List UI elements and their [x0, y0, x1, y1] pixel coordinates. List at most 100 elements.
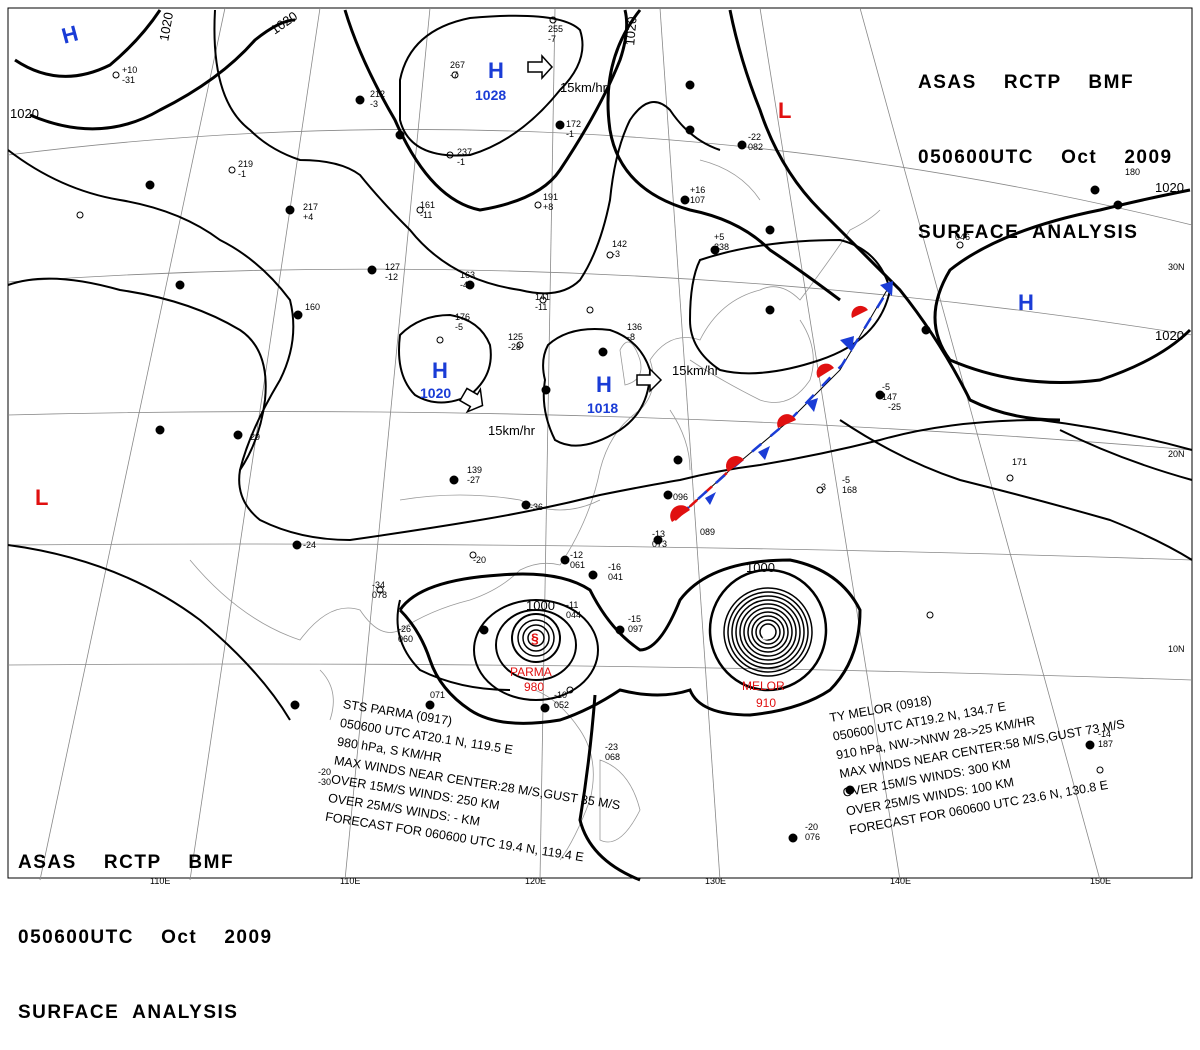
low-pressure-label: L	[35, 485, 48, 510]
high-pressure-label: H	[596, 372, 612, 397]
low-pressure-label: L	[778, 98, 791, 123]
station-label: 147	[882, 392, 897, 402]
map-title-bottom: ASAS RCTP BMF 050600UTC Oct 2009 SURFACE…	[18, 800, 273, 1050]
station-label: 097	[628, 624, 643, 634]
station-label: 171	[1012, 457, 1027, 467]
station-label: 044	[566, 610, 581, 620]
high-pressure-value: 1018	[587, 400, 618, 416]
station-label: -3	[818, 482, 826, 492]
movement-speed: 15km/hr	[488, 423, 536, 438]
title-line-3: SURFACE ANALYSIS	[18, 1002, 239, 1023]
station-label: 191	[543, 192, 558, 202]
station-label: -11	[420, 210, 432, 220]
station-label: -20	[805, 822, 818, 832]
lon-label: 130E	[705, 876, 726, 886]
station-label: 29	[250, 432, 260, 442]
station-label: -16	[608, 562, 621, 572]
station-label: -8	[627, 332, 635, 342]
lon-label: 110E	[150, 876, 170, 886]
station-label: -1	[457, 157, 465, 167]
station-label: -4	[460, 280, 468, 290]
station-label: 041	[608, 572, 623, 582]
station-label: -5	[455, 322, 463, 332]
station-label: 142	[612, 239, 627, 249]
station-label: -24	[303, 540, 316, 550]
title-line-2: 050600UTC Oct 2009	[18, 927, 273, 948]
station-label: 160	[305, 302, 320, 312]
high-pressure-value: 1028	[475, 87, 506, 103]
movement-speed: 15km/hr	[560, 80, 608, 95]
station-label: +16	[690, 185, 705, 195]
station-label: -7	[548, 34, 556, 44]
station-label: 163	[460, 270, 475, 280]
station-label: 078	[372, 590, 387, 600]
map-title-top: ASAS RCTP BMF 050600UTC Oct 2009 SURFACE…	[918, 20, 1173, 270]
station-label: 139	[467, 465, 482, 475]
station-label: +5	[714, 232, 724, 242]
station-label: -11	[566, 600, 578, 610]
movement-speed: 15km/hr	[672, 363, 720, 378]
station-label: -20	[473, 555, 486, 565]
station-label: -23	[605, 742, 618, 752]
station-label: -3	[370, 99, 378, 109]
station-label: 176	[455, 312, 470, 322]
high-pressure-label: H	[59, 20, 81, 48]
station-label: 217	[303, 202, 318, 212]
station-label: 107	[690, 195, 705, 205]
station-label: +4	[303, 212, 313, 222]
lon-label: 150E	[1090, 876, 1111, 886]
cold-front-symbol	[758, 446, 770, 460]
station-label: -12	[570, 550, 583, 560]
isobar-label: 1020	[268, 8, 300, 37]
station-markers	[76, 16, 1123, 843]
isobar-label: 1000	[746, 560, 775, 575]
station-label: 096	[673, 492, 688, 502]
typhoon-melor-circulation	[708, 568, 828, 692]
coastlines	[189, 159, 881, 861]
motion-arrows	[458, 54, 663, 414]
station-label: 071	[430, 690, 445, 700]
station-label: 238	[714, 242, 729, 252]
station-label: +8	[543, 202, 553, 212]
station-label: -26	[398, 624, 411, 634]
warm-front-symbol	[816, 363, 834, 378]
station-label: 076	[805, 832, 820, 842]
station-label: -27	[467, 475, 480, 485]
typhoon-icon: §	[762, 625, 770, 641]
station-label: -13	[652, 529, 665, 539]
station-label: 172	[566, 119, 581, 129]
isobar-label: 1000	[526, 598, 555, 613]
station-label: -12	[385, 272, 398, 282]
station-label: 141	[535, 292, 550, 302]
station-label: 060	[398, 634, 413, 644]
title-line-2: 050600UTC Oct 2009	[918, 147, 1173, 168]
typhoon-symbols: § § PARMA 980 MELOR 910	[510, 625, 785, 710]
station-labels: 255 -7 267 -7 212 -3 237 -1 172 -1 191 +…	[122, 24, 1140, 842]
station-label: 161	[420, 200, 435, 210]
station-label: -10	[554, 690, 567, 700]
lat-label: 10N	[1168, 644, 1185, 654]
warm-front-symbol	[726, 456, 744, 472]
station-label: -31	[122, 75, 135, 85]
station-label: -5	[842, 475, 850, 485]
station-label: +10	[122, 65, 137, 75]
warm-front-symbol	[777, 414, 796, 428]
title-line-1: ASAS RCTP BMF	[918, 72, 1135, 93]
station-label: 255	[548, 24, 563, 34]
station-label: -22	[748, 132, 761, 142]
cold-front-symbol	[705, 492, 716, 505]
station-label: -30	[318, 777, 331, 787]
weather-map: 255 -7 267 -7 212 -3 237 -1 172 -1 191 +…	[7, 7, 1193, 886]
station-label: -15	[628, 614, 641, 624]
isobar-label: 1020	[1155, 328, 1184, 343]
station-label: -25	[888, 402, 901, 412]
station-label: 068	[605, 752, 620, 762]
pressure-systems: H 1028 H 1020 H 1018 H H L L	[35, 20, 1034, 510]
station-label: 073	[652, 539, 667, 549]
high-pressure-label: H	[488, 58, 504, 83]
station-label: -20	[318, 767, 331, 777]
station-label: -7	[450, 70, 458, 80]
cold-front-symbol	[880, 281, 893, 296]
station-label: 219	[238, 159, 253, 169]
high-pressure-value: 1020	[420, 385, 451, 401]
